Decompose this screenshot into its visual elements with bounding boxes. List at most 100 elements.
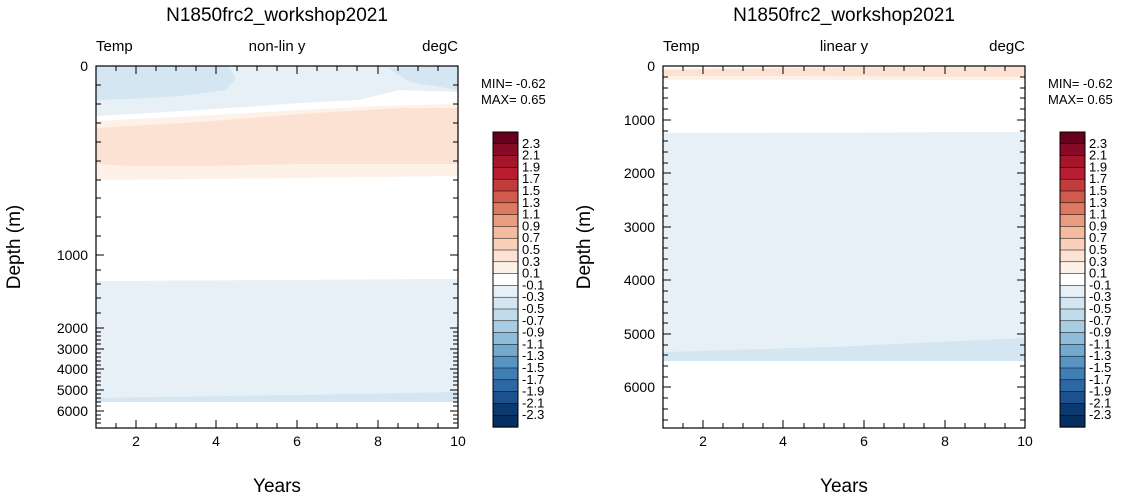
colorbar-label: -0.1 [522,277,544,292]
colorbar-swatch [1059,131,1086,145]
colorbar-label: -2.1 [522,395,544,410]
left-title: N1850frc2_workshop2021 [166,5,388,26]
left-y-tick-label: 0 [80,58,88,74]
colorbar-label: 2.1 [1089,148,1107,163]
colorbar-swatch [492,355,519,369]
right-y-tick-label: 0 [647,58,655,74]
colorbar-label: -1.5 [1089,360,1111,375]
right-x-tick-label: 10 [1017,433,1033,449]
colorbar-swatch [492,237,519,251]
colorbar-swatch [1059,155,1086,169]
colorbar-label: 1.7 [1089,171,1107,186]
left-y-tick-label: 3000 [57,341,88,357]
right-y-tick-label: 6000 [624,379,655,395]
left-x-tick-label: 10 [450,433,466,449]
colorbar-swatch [492,178,519,192]
right-y-axis-label: Depth (m) [574,205,595,289]
left-warm-band [96,108,458,166]
left-y-tick-label: 1000 [57,247,88,263]
colorbar-label: 1.5 [1089,183,1107,198]
colorbar-swatch [1059,414,1086,428]
colorbar-label: -2.3 [1089,407,1111,422]
right-x-axis-label: Years [820,476,868,497]
colorbar-swatch [1059,237,1086,251]
colorbar-swatch [1059,367,1086,381]
right-subtitle-variable: Temp [663,38,700,55]
colorbar-swatch [1059,261,1086,275]
colorbar-swatch [1059,202,1086,216]
colorbar-swatch [492,308,519,322]
left-x-axis-label: Years [253,476,301,497]
colorbar-swatch [492,155,519,169]
colorbar-label: -1.7 [1089,372,1111,387]
colorbar-swatch [1059,285,1086,298]
colorbar-swatch [1059,308,1086,322]
colorbar-swatch [1059,273,1086,287]
colorbar-swatch [1059,320,1086,334]
colorbar-swatch [1059,226,1086,239]
colorbar-label: 0.7 [522,230,540,245]
colorbar-swatch [492,414,519,428]
colorbar-swatch [492,261,519,275]
left-contour-fills [96,66,458,428]
colorbar-swatch [1059,379,1086,393]
colorbar-swatch [1059,403,1086,416]
colorbar-label: -1.1 [522,336,544,351]
colorbar-label: -1.3 [522,348,544,363]
colorbar-swatch [1059,332,1086,346]
colorbar-swatch [1059,214,1086,228]
left-subtitle-scale: non-lin y [249,38,306,55]
left-x-tick-label: 4 [212,433,220,449]
right-x-tick-label: 8 [941,433,949,449]
right-min-label: MIN= -0.62 [1048,76,1113,91]
colorbar-label: -0.3 [522,289,544,304]
colorbar-label: -1.7 [522,372,544,387]
right-warm-band [663,67,1025,77]
right-subtitle-units: degC [989,38,1025,55]
colorbar-label: 1.3 [1089,195,1107,210]
colorbar-label: -1.9 [522,384,544,399]
colorbar-label: 0.9 [522,218,540,233]
left-panel: N1850frc2_workshop2021 Temp non-lin y de… [4,5,546,497]
left-bottom-cool-band [96,392,458,402]
colorbar-label: -1.9 [1089,384,1111,399]
colorbar-swatch [1059,167,1086,180]
colorbar-swatch [492,379,519,393]
colorbar-label: -0.9 [522,325,544,340]
colorbar-swatch [1059,391,1086,405]
left-x-tick-label: 2 [132,433,140,449]
left-max-label: MAX= 0.65 [481,92,546,107]
colorbar-label: -0.1 [1089,277,1111,292]
colorbar-label: -0.7 [1089,313,1111,328]
right-deep-cool-band [663,132,1025,352]
right-title: N1850frc2_workshop2021 [733,5,955,26]
colorbar-swatch [492,143,519,157]
colorbar-label: 0.7 [1089,230,1107,245]
right-x-tick-label: 4 [779,433,787,449]
colorbar-label: -2.1 [1089,395,1111,410]
colorbar-swatch [492,285,519,298]
colorbar-swatch [492,202,519,216]
colorbar-label: -1.1 [1089,336,1111,351]
colorbar-label: 1.1 [1089,207,1107,222]
right-y-tick-label: 5000 [624,326,655,342]
colorbar-label: 1.1 [522,207,540,222]
colorbar-frame [1059,131,1086,428]
right-y-tick-label: 2000 [624,165,655,181]
colorbar-swatch [492,167,519,180]
colorbar-swatch [492,249,519,263]
colorbar-label: 0.5 [1089,242,1107,257]
colorbar-label: -1.5 [522,360,544,375]
colorbar-swatch [492,214,519,228]
right-colorbar: 2.32.11.91.71.51.31.10.90.70.50.30.1-0.1… [1059,131,1111,428]
colorbar-label: -0.7 [522,313,544,328]
colorbar-swatch [492,391,519,405]
colorbar-label: 0.3 [1089,254,1107,269]
colorbar-swatch [492,131,519,145]
colorbar-label: 2.3 [1089,136,1107,151]
colorbar-swatch [1059,178,1086,192]
right-y-ticks [663,65,1025,421]
colorbar-label: -0.5 [522,301,544,316]
colorbar-swatch [492,332,519,346]
